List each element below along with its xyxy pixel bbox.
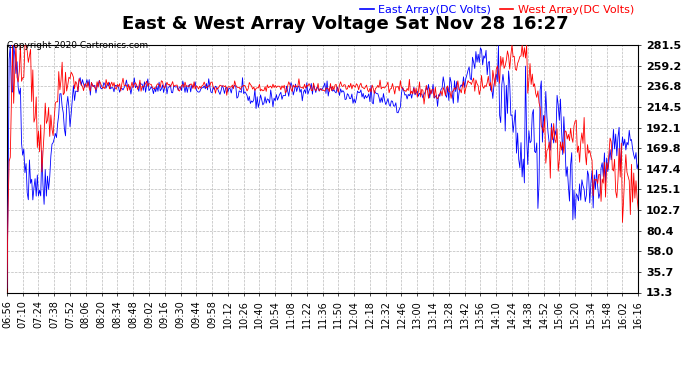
Legend: East Array(DC Volts), West Array(DC Volts): East Array(DC Volts), West Array(DC Volt…: [356, 0, 638, 20]
Text: East & West Array Voltage Sat Nov 28 16:27: East & West Array Voltage Sat Nov 28 16:…: [121, 15, 569, 33]
Text: Copyright 2020 Cartronics.com: Copyright 2020 Cartronics.com: [7, 41, 148, 50]
